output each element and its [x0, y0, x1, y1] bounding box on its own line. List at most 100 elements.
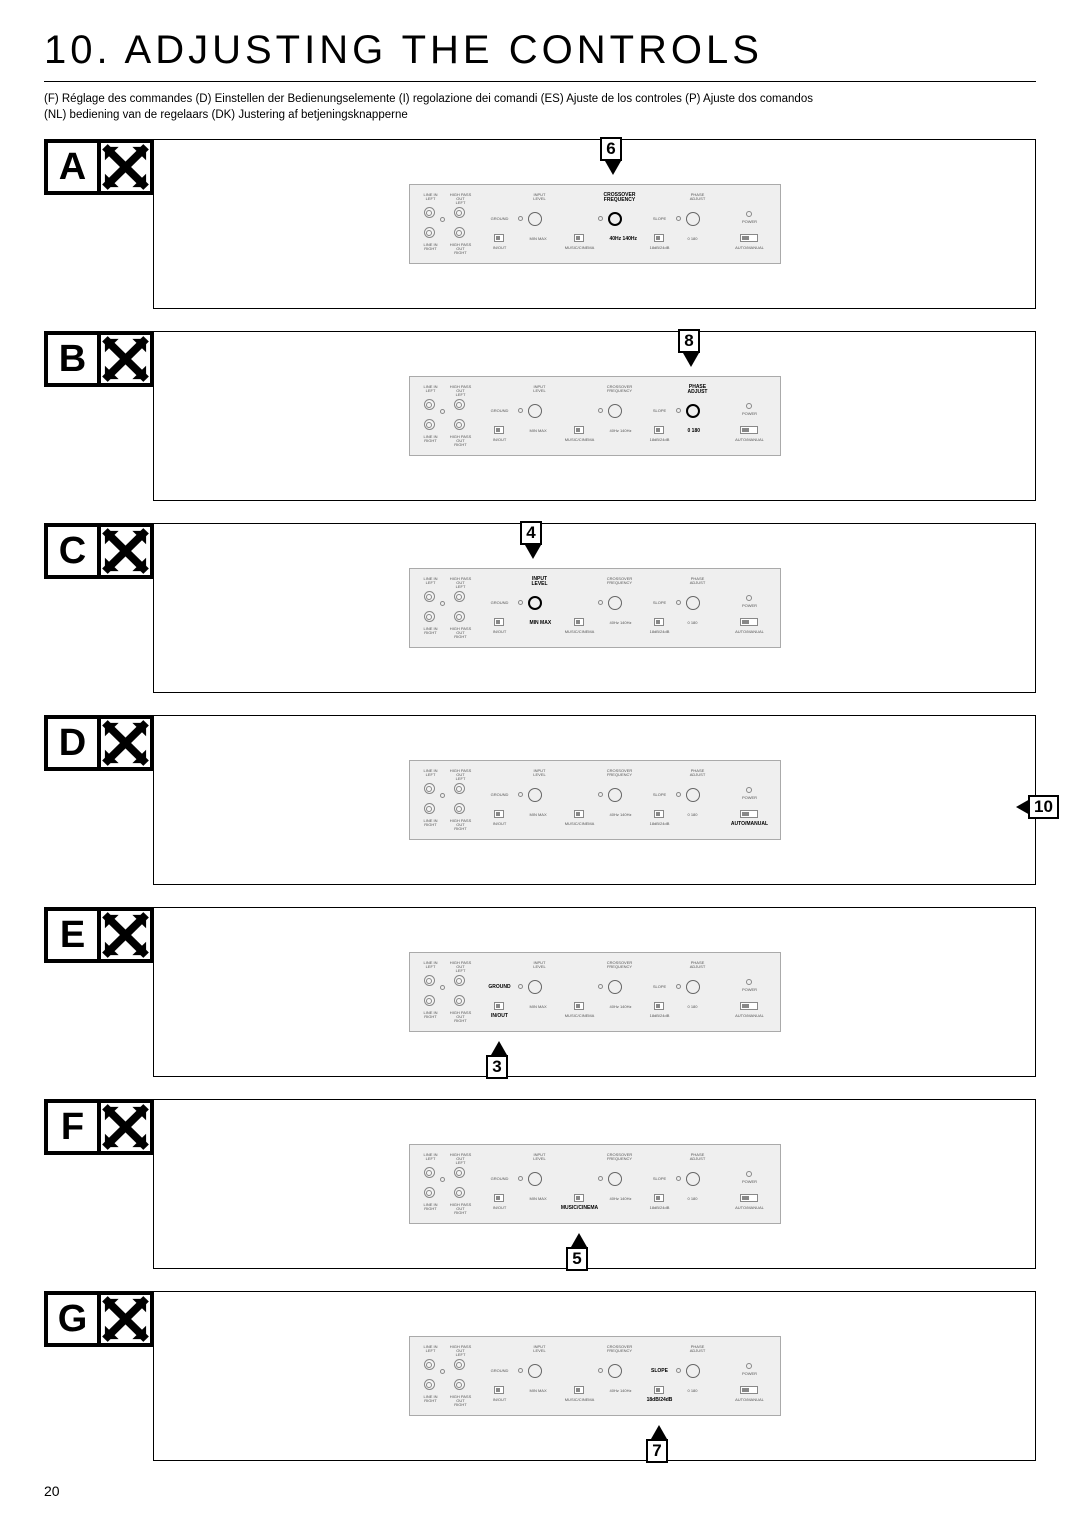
power-label: POWER — [728, 1371, 772, 1376]
auto-manual-label: AUTO/MANUAL — [728, 1013, 772, 1018]
crossover-dial — [608, 1364, 622, 1378]
power-column: POWER AUTO/MANUAL — [728, 1345, 772, 1409]
crossover-indicator-dot — [598, 792, 603, 797]
input-range: MIN MAX — [530, 1004, 547, 1009]
musiccinema-switch — [574, 810, 584, 818]
phase-range: 0 180 — [688, 428, 701, 434]
row-body: LINE INLEFT HIGH PASSOUTLEFT LINE INRIGH… — [153, 331, 1036, 501]
ground-switch — [494, 1194, 504, 1202]
phase-range: 0 180 — [688, 812, 698, 817]
rca-line-in-right — [424, 227, 435, 238]
high-pass-right-label: HIGH PASSOUTRIGHT — [448, 1203, 474, 1215]
high-pass-right-label: HIGH PASSOUTRIGHT — [448, 243, 474, 255]
rca-line-in-right — [424, 995, 435, 1006]
rca-line-in-left — [424, 207, 435, 218]
rca-line-in-right — [424, 611, 435, 622]
power-led — [746, 979, 752, 985]
row-d: D LINE INLEFT HIGH PASSOUTLEFT — [44, 715, 1036, 885]
rca-high-pass-left — [454, 1359, 465, 1370]
high-pass-left-label: HIGH PASSOUTLEFT — [448, 961, 474, 973]
power-label: POWER — [728, 795, 772, 800]
high-pass-right-label: HIGH PASSOUTRIGHT — [448, 435, 474, 447]
rca-line-in-left — [424, 975, 435, 986]
callout-10: 10 — [1028, 795, 1059, 819]
power-label: POWER — [728, 219, 772, 224]
callout-arrow-down — [525, 545, 541, 559]
head-letter: B — [48, 335, 101, 383]
crossover-indicator-dot — [598, 408, 603, 413]
translations: (F) Réglage des commandes (D) Einstellen… — [44, 92, 1036, 123]
rca-line-in-right — [424, 1379, 435, 1390]
row-head-d: D — [44, 715, 154, 885]
page-number: 20 — [44, 1483, 1036, 1499]
phase-indicator-dot — [676, 216, 681, 221]
phase-dial — [686, 404, 700, 418]
input-dial — [528, 788, 542, 802]
rca-line-in-right — [424, 1187, 435, 1198]
power-led — [746, 1363, 752, 1369]
rca-high-pass-left — [454, 591, 465, 602]
rca-line-in-right — [424, 419, 435, 430]
callout-8: 8 — [678, 329, 700, 353]
auto-manual-switch — [740, 234, 758, 242]
head-x-icon — [101, 1103, 150, 1151]
rca-block: LINE INLEFT HIGH PASSOUTLEFT LINE INRIGH… — [418, 769, 480, 833]
rca-line-in-left — [424, 1359, 435, 1370]
rca-block: LINE INLEFT HIGH PASSOUTLEFT LINE INRIGH… — [418, 577, 480, 641]
callout-arrow-up — [651, 1425, 667, 1439]
ground-switch — [494, 1002, 504, 1010]
line-in-left-label: LINE INLEFT — [418, 1153, 444, 1161]
auto-manual-switch — [740, 1194, 758, 1202]
amplifier-panel: LINE INLEFT HIGH PASSOUTLEFT LINE INRIGH… — [409, 760, 781, 840]
power-column: POWER AUTO/MANUAL — [728, 193, 772, 257]
line-in-right-label: LINE INRIGHT — [418, 435, 444, 443]
crossover-indicator-dot — [598, 600, 603, 605]
line-in-right-label: LINE INRIGHT — [418, 1203, 444, 1211]
rca-line-in-left — [424, 1167, 435, 1178]
phase-range: 0 180 — [688, 1388, 698, 1393]
callout-6: 6 — [600, 137, 622, 161]
input-range: MIN MAX — [530, 1388, 547, 1393]
row-body: LINE INLEFT HIGH PASSOUTLEFT LINE INRIGH… — [153, 139, 1036, 309]
musiccinema-switch — [574, 426, 584, 434]
input-indicator-dot — [518, 1176, 523, 1181]
input-indicator-dot — [518, 600, 523, 605]
row-head-f: F — [44, 1099, 154, 1269]
row-g: G LINE INLEFT HIGH PASSOUTLEFT — [44, 1291, 1036, 1461]
line-in-left-label: LINE INLEFT — [418, 577, 444, 585]
title-rule — [44, 81, 1036, 82]
trans-line-1: (F) Réglage des commandes (D) Einstellen… — [44, 93, 813, 105]
rca-high-pass-right — [454, 227, 465, 238]
rca-high-pass-left — [454, 399, 465, 410]
crossover-indicator-dot — [598, 216, 603, 221]
phase-label: PHASEADJUST — [668, 769, 728, 777]
high-pass-left-label: HIGH PASSOUTLEFT — [448, 577, 474, 589]
head-box: C — [44, 523, 154, 579]
row-b: B LINE INLEFT HIGH PASSOUTLEFT — [44, 331, 1036, 501]
auto-manual-switch — [740, 1002, 758, 1010]
phase-dial — [686, 1364, 700, 1378]
crossover-range: 40Hz 140Hz — [610, 1004, 632, 1009]
phase-control: PHASEADJUST 0 180 — [668, 577, 728, 641]
phase-control: PHASEADJUST 0 180 — [668, 1153, 728, 1217]
phase-label: PHASEADJUST — [668, 385, 728, 395]
input-range: MIN MAX — [530, 236, 547, 241]
callout-3: 3 — [486, 1055, 508, 1079]
rca-high-pass-left — [454, 207, 465, 218]
line-in-right-label: LINE INRIGHT — [418, 1011, 444, 1019]
auto-manual-label: AUTO/MANUAL — [728, 245, 772, 250]
callout-arrow-up — [571, 1233, 587, 1247]
phase-dial — [686, 980, 700, 994]
phase-label: PHASEADJUST — [668, 961, 728, 969]
high-pass-left-label: HIGH PASSOUTLEFT — [448, 193, 474, 205]
callout-arrow-down — [605, 161, 621, 175]
input-indicator-dot — [518, 1368, 523, 1373]
phase-indicator-dot — [676, 408, 681, 413]
rca-block: LINE INLEFT HIGH PASSOUTLEFT LINE INRIGH… — [418, 193, 480, 257]
musiccinema-switch — [574, 618, 584, 626]
phase-control: PHASEADJUST 0 180 — [668, 193, 728, 257]
rca-high-pass-right — [454, 995, 465, 1006]
trans-line-2: (NL) bediening van de regelaars (DK) Jus… — [44, 109, 408, 121]
rows-container: A LINE INLEFT HIGH PASSOUTLEFT — [44, 139, 1036, 1461]
musiccinema-switch — [574, 234, 584, 242]
